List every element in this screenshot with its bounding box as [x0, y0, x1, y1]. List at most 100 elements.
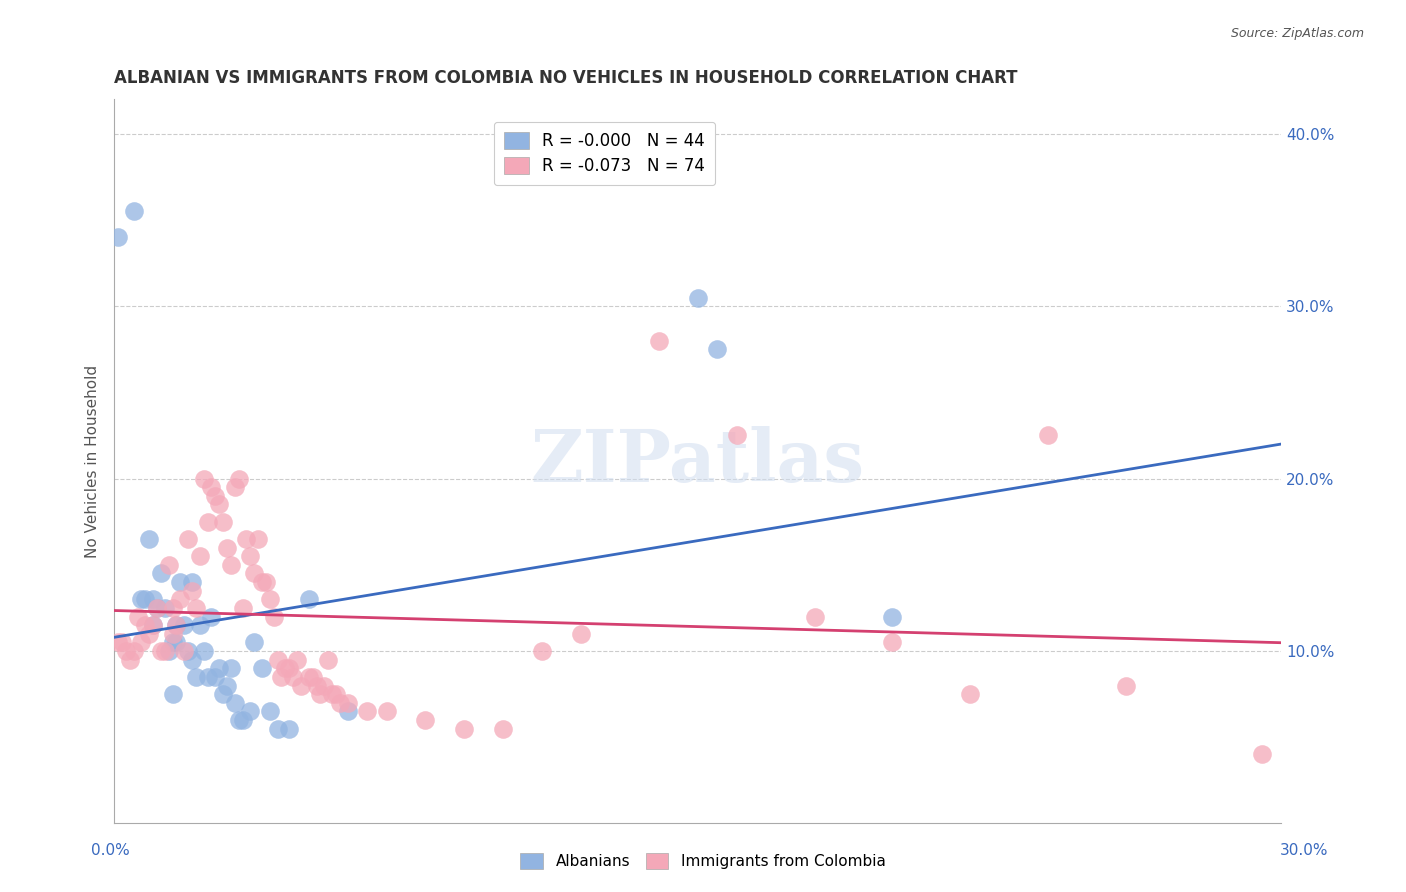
Point [173, 644, 195, 658]
Point [259, 705, 281, 719]
Y-axis label: No Vehicles in Household: No Vehicles in Household [86, 365, 100, 558]
Point [181, 575, 204, 590]
Point [531, 644, 554, 658]
Point [336, 696, 359, 710]
Point [146, 601, 169, 615]
Point [882, 635, 904, 649]
Point [181, 583, 204, 598]
Text: ALBANIAN VS IMMIGRANTS FROM COLOMBIA NO VEHICLES IN HOUSEHOLD CORRELATION CHART: ALBANIAN VS IMMIGRANTS FROM COLOMBIA NO … [114, 69, 1018, 87]
Point [188, 549, 211, 564]
Point [127, 609, 149, 624]
Point [115, 644, 138, 658]
Point [224, 480, 246, 494]
Point [122, 204, 145, 219]
Point [228, 472, 250, 486]
Point [153, 644, 176, 658]
Point [212, 687, 235, 701]
Point [153, 601, 176, 615]
Point [184, 670, 207, 684]
Point [200, 480, 222, 494]
Point [134, 618, 156, 632]
Text: 30.0%: 30.0% [1281, 843, 1329, 858]
Point [181, 653, 204, 667]
Point [138, 532, 160, 546]
Point [1251, 747, 1274, 762]
Point [228, 713, 250, 727]
Point [309, 687, 332, 701]
Point [686, 291, 709, 305]
Point [142, 618, 165, 632]
Point [188, 618, 211, 632]
Point [314, 679, 336, 693]
Point [243, 566, 266, 581]
Point [706, 343, 728, 357]
Point [266, 653, 288, 667]
Point [204, 489, 226, 503]
Point [169, 575, 191, 590]
Point [149, 566, 172, 581]
Point [301, 670, 323, 684]
Point [142, 618, 165, 632]
Point [250, 661, 273, 675]
Point [184, 601, 207, 615]
Point [278, 722, 301, 736]
Point [298, 592, 321, 607]
Point [250, 575, 273, 590]
Point [305, 679, 328, 693]
Point [239, 705, 262, 719]
Point [107, 635, 129, 649]
Point [197, 670, 219, 684]
Point [197, 515, 219, 529]
Text: Source: ZipAtlas.com: Source: ZipAtlas.com [1230, 27, 1364, 40]
Point [569, 627, 592, 641]
Point [356, 705, 378, 719]
Point [131, 592, 153, 607]
Point [208, 661, 231, 675]
Point [162, 627, 184, 641]
Point [278, 661, 301, 675]
Point [492, 722, 515, 736]
Point [165, 618, 187, 632]
Point [266, 722, 288, 736]
Point [239, 549, 262, 564]
Point [283, 670, 305, 684]
Point [375, 705, 398, 719]
Point [146, 601, 169, 615]
Point [138, 627, 160, 641]
Point [118, 653, 141, 667]
Point [247, 532, 270, 546]
Point [325, 687, 347, 701]
Point [157, 558, 180, 572]
Point [122, 644, 145, 658]
Point [959, 687, 981, 701]
Point [290, 679, 312, 693]
Point [157, 644, 180, 658]
Point [162, 601, 184, 615]
Point [177, 532, 200, 546]
Point [298, 670, 321, 684]
Point [219, 558, 242, 572]
Point [215, 679, 238, 693]
Point [285, 653, 308, 667]
Point [107, 230, 129, 244]
Point [336, 705, 359, 719]
Point [219, 661, 242, 675]
Point [162, 687, 184, 701]
Point [232, 713, 254, 727]
Point [193, 644, 215, 658]
Point [165, 618, 187, 632]
Point [232, 601, 254, 615]
Legend: R = -0.000   N = 44, R = -0.073   N = 74: R = -0.000 N = 44, R = -0.073 N = 74 [494, 122, 716, 185]
Point [243, 635, 266, 649]
Point [259, 592, 281, 607]
Point [215, 541, 238, 555]
Point [200, 609, 222, 624]
Point [316, 653, 339, 667]
Point [142, 592, 165, 607]
Point [193, 472, 215, 486]
Point [224, 696, 246, 710]
Point [1115, 679, 1137, 693]
Text: 0.0%: 0.0% [91, 843, 131, 858]
Point [149, 644, 172, 658]
Text: ZIPatlas: ZIPatlas [530, 425, 865, 497]
